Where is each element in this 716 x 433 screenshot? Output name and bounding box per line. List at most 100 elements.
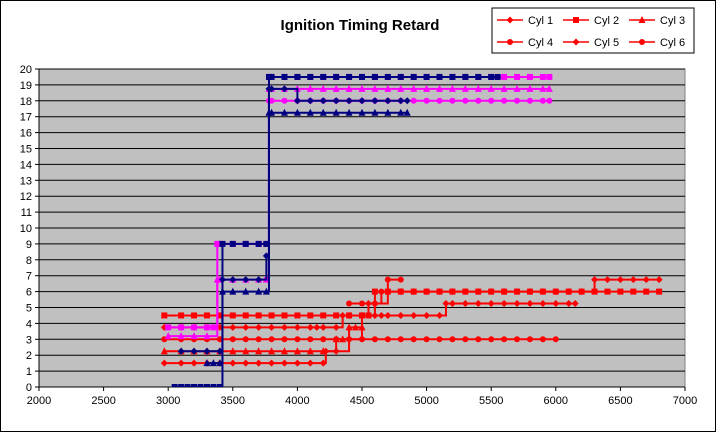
data-point [358,108,366,116]
data-point [229,359,237,367]
data-point [546,73,553,80]
data-point [630,288,637,295]
data-point [177,332,185,340]
data-point [184,384,191,387]
data-point [397,108,405,116]
y-tick-label: 3 [26,334,32,346]
data-point [346,300,353,307]
x-tick-label: 6000 [544,395,568,407]
data-point [191,324,198,331]
data-point [203,347,211,355]
data-point [209,359,217,367]
data-point [578,288,586,296]
legend-label: Cyl 2 [594,15,619,27]
y-tick-label: 9 [26,239,32,251]
data-point [190,359,198,367]
data-point [410,288,418,296]
data-point [268,97,275,104]
data-point [320,73,327,80]
data-point [197,384,204,387]
data-point [178,384,185,387]
data-point [513,300,521,308]
data-point [332,108,340,116]
data-point [397,288,405,296]
data-point [397,311,405,319]
data-point [294,73,301,80]
data-point [371,288,378,295]
data-point [216,359,224,367]
data-point [242,276,250,284]
data-point [218,287,226,295]
data-point [332,323,340,331]
data-point [494,73,501,80]
data-point [191,384,198,387]
data-point [164,332,172,340]
data-point [203,332,211,340]
data-point [377,311,385,319]
series-layer [160,73,663,387]
data-point [345,335,353,343]
legend-label: Cyl 3 [660,15,685,27]
data-point [526,300,534,308]
data-point [268,347,276,355]
data-point [178,312,185,319]
data-point [639,39,645,45]
data-point [255,336,262,343]
data-point [526,84,534,92]
data-point [475,336,482,343]
data-point [487,300,495,308]
legend-box [491,7,695,54]
data-point [487,84,495,92]
data-point [474,300,482,308]
data-point [219,240,226,247]
data-point [229,287,237,295]
data-point [177,359,185,367]
data-point [591,276,599,284]
y-tick-label: 14 [20,159,32,171]
data-point [462,73,469,80]
data-point [268,108,276,116]
data-point [210,384,217,387]
data-point [461,288,469,296]
data-point [242,287,250,295]
data-point [384,73,391,80]
data-point [384,97,392,105]
data-point [526,288,534,296]
legend-item: Cyl 3 [629,15,685,27]
data-point [448,300,456,308]
data-point [423,84,431,92]
data-point [281,312,288,319]
data-point [514,73,521,80]
data-point [359,300,365,307]
data-point [565,300,573,308]
x-tick-label: 3000 [156,395,180,407]
data-point [319,359,327,367]
data-point [229,347,237,355]
legend-item: Cyl 4 [497,37,553,49]
y-tick-label: 8 [26,255,32,267]
data-point [475,97,482,104]
data-point [293,97,301,105]
data-point [203,384,210,387]
data-point [345,323,353,331]
data-point [475,73,482,80]
data-point [255,359,263,367]
y-tick-label: 4 [26,318,32,330]
data-point [506,16,514,24]
data-point [203,359,211,367]
data-point [488,97,495,104]
series-5 [160,276,663,367]
data-point [436,288,444,296]
y-tick-label: 19 [20,80,32,92]
data-point [546,97,553,104]
data-point [539,97,546,104]
data-point [293,359,301,367]
data-point [384,336,391,343]
data-point [280,347,288,355]
data-point [397,73,404,80]
data-point [410,336,417,343]
data-point [513,84,521,92]
data-point [322,347,330,355]
data-point [617,288,624,295]
data-point [384,108,392,116]
